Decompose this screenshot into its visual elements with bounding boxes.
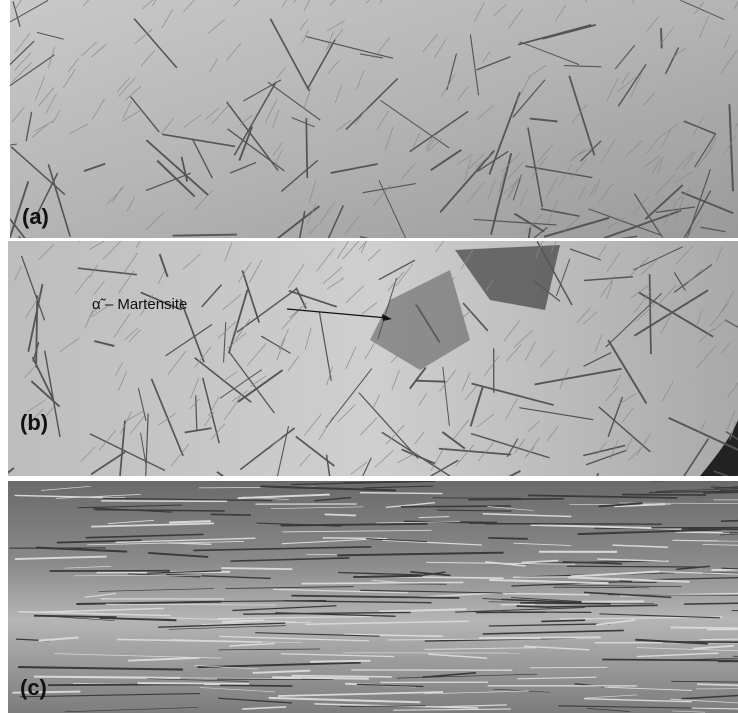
panel-label: (a) <box>22 204 49 229</box>
micrograph-b <box>8 241 738 476</box>
deformation-band <box>325 514 356 515</box>
deformation-band <box>503 594 590 595</box>
deformation-band <box>353 576 422 577</box>
deformation-band <box>479 637 601 638</box>
deformation-band <box>211 514 251 515</box>
deformation-band <box>302 582 464 583</box>
deformation-band <box>675 532 729 533</box>
deformation-band <box>310 661 370 662</box>
figure: (a) (b) α̃ – Martensite (c) <box>0 0 738 713</box>
deformation-band <box>221 568 292 569</box>
page: (a) (b) α̃ – Martensite (c) (() => { con… <box>0 0 738 713</box>
deformation-band <box>520 603 611 604</box>
deformation-band <box>663 642 738 643</box>
deformation-band <box>360 493 442 494</box>
deformation-band <box>432 498 521 499</box>
deformation-band <box>567 566 696 567</box>
deformation-band <box>169 521 211 522</box>
micrograph-a <box>10 0 738 238</box>
panel-label: (b) <box>20 410 48 435</box>
deformation-band <box>323 538 387 539</box>
deformation-band <box>401 506 511 507</box>
grain-boundary <box>416 381 445 382</box>
deformation-band <box>272 677 368 678</box>
deformation-band <box>516 606 550 607</box>
deformation-band <box>137 683 249 684</box>
grain-boundary <box>173 235 237 236</box>
deformation-band <box>34 677 180 678</box>
grain-boundary <box>661 28 662 48</box>
panel-label: (c) <box>20 675 47 700</box>
deformation-band <box>468 499 563 500</box>
deformation-band <box>488 538 527 539</box>
deformation-band <box>672 540 718 541</box>
deformation-band <box>653 477 738 481</box>
grain-boundary <box>306 118 307 178</box>
annotation: α̃ – Martensite <box>92 296 187 313</box>
deformation-band <box>651 527 738 528</box>
deformation-band <box>622 495 706 496</box>
deformation-band <box>582 601 644 602</box>
grain-boundary <box>36 295 37 367</box>
